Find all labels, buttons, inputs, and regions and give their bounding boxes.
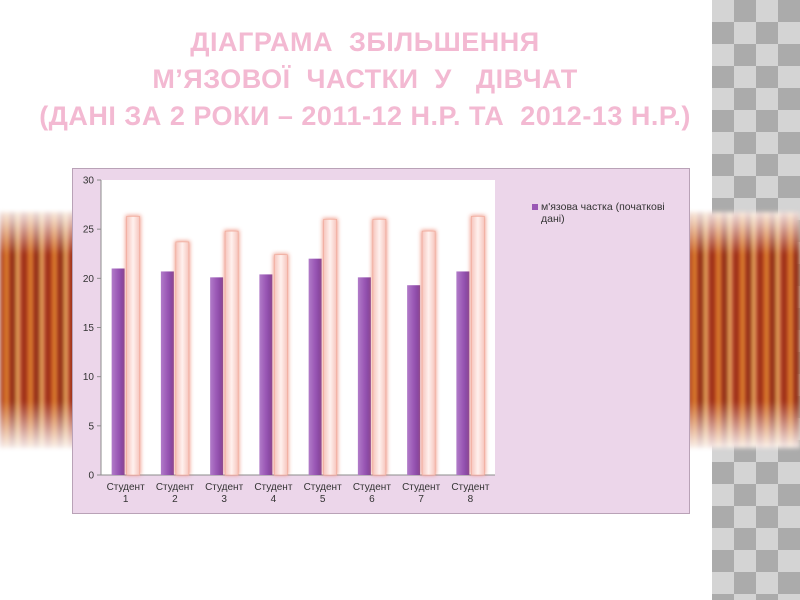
bar-series-2 [274,254,288,476]
bar-series-2 [323,219,337,476]
chart-area: 0 5 10 15 20 25 30 Студент 1 Студент 2 Студент 3 Сту… [72,168,690,514]
bar-series-2 [421,230,436,476]
x-category-label: Студент 8 [451,482,490,505]
bar-series-1 [259,274,273,475]
bar-series-1 [160,271,174,475]
x-category-label: Студент 6 [353,482,392,505]
legend-label-series-1: м'язова частка (початкові дані) [541,201,665,225]
slide-title-line-1: ДІАГРАМА ЗБІЛЬШЕННЯ [190,27,540,57]
slide-title: ДІАГРАМА ЗБІЛЬШЕННЯ М’ЯЗОВОЇ ЧАСТКИ У ДІ… [0,24,730,135]
slide-title-line-3: (ДАНІ ЗА 2 РОКИ – 2011-12 Н.Р. ТА 2012-1… [39,101,691,131]
y-tick-label: 20 [83,274,95,285]
x-category-label: Студент 3 [205,482,244,505]
bar-series-2 [126,216,140,476]
y-tick-label: 5 [88,421,94,432]
slide-title-line-2: М’ЯЗОВОЇ ЧАСТКИ У ДІВЧАТ [152,64,578,94]
bar-series-1 [210,277,224,475]
bar-series-1 [456,271,470,475]
x-category-label: Студент 2 [156,482,195,505]
y-tick-label: 30 [83,176,95,187]
y-tick-label: 0 [88,471,94,482]
x-category-label: Студент 7 [402,482,441,505]
x-category-label: Студент 1 [107,482,146,505]
bar-series-1 [407,285,421,475]
bar-series-1 [111,268,125,475]
decorative-ribbon-right [688,212,800,448]
y-tick-label: 15 [83,323,95,334]
bar-series-2 [224,230,239,476]
legend-swatch-series-1 [532,204,538,210]
bar-series-2 [471,216,485,476]
decorative-ribbon-left [0,212,82,448]
x-category-label: Студент 4 [254,482,293,505]
bar-series-2 [175,241,190,476]
x-category-label: Студент 5 [304,482,343,505]
bar-series-1 [357,277,371,475]
chart-legend: м'язова частка (початкові дані) [532,201,682,225]
bar-chart: 0 5 10 15 20 25 30 Студент 1 Студент 2 Студент 3 Сту… [83,176,495,505]
y-tick-label: 10 [83,372,95,383]
bar-series-1 [308,258,322,475]
bar-series-2 [372,219,387,476]
y-tick-label: 25 [83,225,95,236]
